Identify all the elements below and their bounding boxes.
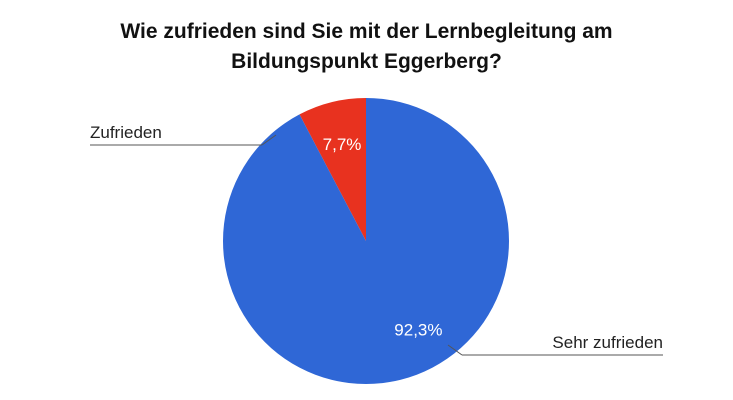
slice-name-zufrieden: Zufrieden <box>90 123 162 142</box>
leader-line-zufrieden-diag <box>261 134 277 146</box>
pie-slice-sehr-zufrieden <box>223 98 510 384</box>
slice-name-sehr-zufrieden: Sehr zufrieden <box>552 333 663 352</box>
chart-title: Wie zufrieden sind Sie mit der Lernbegle… <box>0 17 733 77</box>
leader-line-sehr-zufrieden-diag <box>447 344 463 356</box>
pie-slice-labels: 7,7% 92,3% <box>323 135 443 340</box>
chart-title-line-1: Wie zufrieden sind Sie mit der Lernbegle… <box>120 20 613 43</box>
slice-percent-sehr-zufrieden: 92,3% <box>394 321 442 340</box>
chart-title-line-2: Bildungspunkt Eggerberg? <box>231 50 502 73</box>
pie-slices <box>223 98 510 384</box>
slice-percent-zufrieden: 7,7% <box>323 135 362 154</box>
pie-slice-zufrieden <box>299 98 366 241</box>
